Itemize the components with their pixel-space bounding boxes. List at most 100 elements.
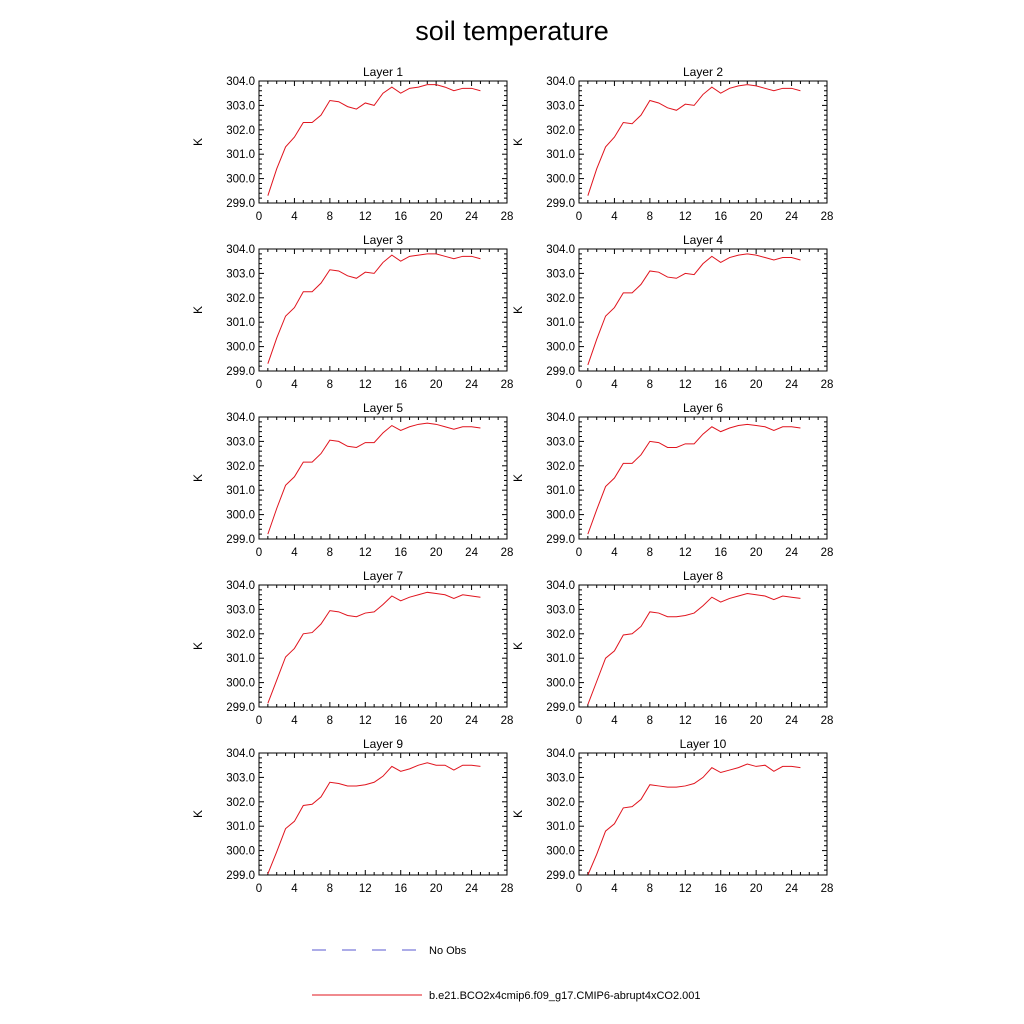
x-tick-label: 8 bbox=[327, 715, 333, 727]
plot-frame bbox=[578, 752, 828, 876]
y-tick-label: 301.0 bbox=[226, 149, 255, 161]
y-tick-label: 303.0 bbox=[226, 604, 255, 616]
series-line bbox=[267, 253, 481, 364]
y-axis-label: K bbox=[191, 474, 205, 482]
series-line bbox=[267, 84, 481, 196]
y-tick-label: 304.0 bbox=[546, 76, 575, 88]
legend: No Obs b.e21.BCO2x4cmip6.f09_g17.CMIP6-a… bbox=[312, 945, 701, 1002]
y-axis-label: K bbox=[511, 474, 525, 482]
x-tick-label: 20 bbox=[750, 211, 763, 223]
panel-layer-10: Layer 10 0 4 8 12 16 20 24 28 299.0 300.0 301.0 302.… bbox=[511, 737, 833, 895]
x-tick-label: 24 bbox=[785, 547, 798, 559]
y-tick-label: 299.0 bbox=[546, 198, 575, 210]
y-tick-label: 300.0 bbox=[546, 510, 575, 522]
x-tick-label: 12 bbox=[359, 715, 372, 727]
panel-title: Layer 6 bbox=[683, 401, 723, 415]
panel-layer-5: Layer 5 0 4 8 12 16 20 24 28 299.0 300.0 301.0 302.0… bbox=[191, 401, 513, 559]
x-tick-label: 28 bbox=[821, 715, 834, 727]
y-tick-label: 303.0 bbox=[546, 772, 575, 784]
panels-grid: Layer 10 4 8 12 16 20 24 28299.0300.0301.0302.0… bbox=[191, 65, 833, 895]
series-line bbox=[587, 84, 801, 196]
panel-layer-8: Layer 8 0 4 8 12 16 20 24 28 299.0 300.0 301.0 302.0… bbox=[511, 569, 833, 727]
x-tick-label: 16 bbox=[714, 379, 727, 391]
x-tick-label: 0 bbox=[256, 715, 262, 727]
y-tick-label: 303.0 bbox=[546, 604, 575, 616]
x-tick-label: 16 bbox=[394, 379, 407, 391]
y-tick-label: 302.0 bbox=[546, 797, 575, 809]
x-tick-label: 24 bbox=[465, 883, 478, 895]
x-tick-label: 12 bbox=[359, 547, 372, 559]
x-tick-label: 12 bbox=[679, 547, 692, 559]
y-tick-label: 299.0 bbox=[226, 198, 255, 210]
panel-title: Layer 5 bbox=[363, 401, 403, 415]
y-axis-label: K bbox=[511, 138, 525, 146]
y-tick-label: 300.0 bbox=[226, 342, 255, 354]
y-tick-label: 300.0 bbox=[546, 342, 575, 354]
y-tick-label: 299.0 bbox=[226, 870, 255, 882]
y-tick-label: 302.0 bbox=[546, 629, 575, 641]
x-tick-label: 24 bbox=[785, 715, 798, 727]
y-axis-label: K bbox=[191, 810, 205, 818]
y-tick-label: 301.0 bbox=[226, 485, 255, 497]
y-tick-label: 299.0 bbox=[546, 534, 575, 546]
x-tick-label: 4 bbox=[611, 379, 618, 391]
y-tick-label: 304.0 bbox=[546, 244, 575, 256]
panel-layer-9: Layer 9 0 4 8 12 16 20 24 28 299.0 300.0 301.0 302.0… bbox=[191, 737, 513, 895]
y-tick-label: 301.0 bbox=[546, 317, 575, 329]
y-tick-label: 304.0 bbox=[226, 580, 255, 592]
x-tick-label: 20 bbox=[430, 211, 443, 223]
plot-frame bbox=[258, 584, 508, 708]
y-tick-label: 304.0 bbox=[546, 748, 575, 760]
x-tick-label: 28 bbox=[821, 379, 834, 391]
panel-layer-4: Layer 4 0 4 8 12 16 20 24 28 299.0 300.0 301.0 302.0… bbox=[511, 233, 833, 391]
y-tick-label: 299.0 bbox=[546, 702, 575, 714]
panel-title: Layer 8 bbox=[683, 569, 723, 583]
x-tick-label: 4 bbox=[611, 211, 618, 223]
y-tick-label: 300.0 bbox=[226, 846, 255, 858]
x-tick-label: 28 bbox=[501, 715, 514, 727]
x-tick-label: 0 bbox=[256, 211, 262, 223]
x-tick-label: 0 bbox=[576, 547, 582, 559]
legend-label-model: b.e21.BCO2x4cmip6.f09_g17.CMIP6-abrupt4x… bbox=[429, 990, 701, 1002]
x-tick-label: 4 bbox=[611, 547, 618, 559]
x-tick-label: 20 bbox=[750, 883, 763, 895]
y-tick-label: 304.0 bbox=[226, 412, 255, 424]
x-tick-label: 20 bbox=[750, 547, 763, 559]
x-tick-label: 8 bbox=[327, 883, 333, 895]
x-tick-label: 28 bbox=[501, 211, 514, 223]
y-tick-label: 299.0 bbox=[226, 366, 255, 378]
x-tick-label: 0 bbox=[576, 883, 582, 895]
x-tick-label: 8 bbox=[647, 211, 653, 223]
panel-layer-6: Layer 6 0 4 8 12 16 20 24 28 299.0 300.0 301.0 302.0… bbox=[511, 401, 833, 559]
y-tick-label: 301.0 bbox=[546, 149, 575, 161]
y-tick-label: 300.0 bbox=[546, 846, 575, 858]
series-line bbox=[267, 762, 481, 874]
x-tick-label: 4 bbox=[291, 715, 298, 727]
y-tick-label: 300.0 bbox=[226, 510, 255, 522]
x-tick-label: 4 bbox=[291, 211, 298, 223]
y-tick-label: 301.0 bbox=[546, 821, 575, 833]
x-tick-label: 16 bbox=[394, 715, 407, 727]
y-tick-label: 301.0 bbox=[226, 317, 255, 329]
y-tick-label: 304.0 bbox=[226, 748, 255, 760]
y-tick-label: 299.0 bbox=[546, 870, 575, 882]
y-axis-label: K bbox=[191, 306, 205, 314]
y-tick-label: 304.0 bbox=[546, 580, 575, 592]
y-axis-label: K bbox=[511, 810, 525, 818]
x-tick-label: 20 bbox=[430, 883, 443, 895]
y-tick-label: 304.0 bbox=[226, 76, 255, 88]
x-tick-label: 12 bbox=[359, 379, 372, 391]
panel-layer-3: Layer 3 0 4 8 12 16 20 24 28 299.0 300.0 301.0 302.0… bbox=[191, 233, 513, 391]
x-tick-label: 0 bbox=[256, 379, 262, 391]
panel-layer-2: Layer 2 0 4 8 12 16 20 24 28 299.0 300.0 301.0 302.0… bbox=[511, 65, 833, 223]
x-tick-label: 16 bbox=[714, 211, 727, 223]
series-line bbox=[587, 593, 801, 705]
x-tick-label: 24 bbox=[465, 379, 478, 391]
panel-title: Layer 1 bbox=[363, 65, 403, 79]
x-tick-label: 24 bbox=[465, 211, 478, 223]
y-tick-label: 300.0 bbox=[546, 678, 575, 690]
x-tick-label: 0 bbox=[576, 379, 582, 391]
panel-title: Layer 10 bbox=[680, 737, 727, 751]
x-tick-label: 8 bbox=[327, 211, 333, 223]
